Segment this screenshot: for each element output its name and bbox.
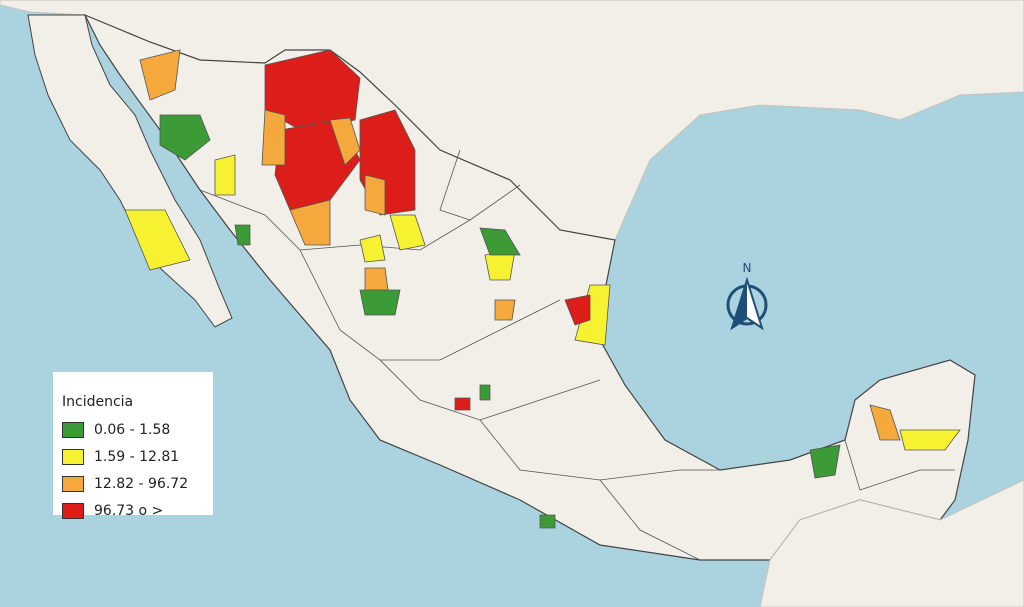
- municipality: [261, 109, 286, 166]
- municipality: [234, 224, 251, 246]
- municipality: [899, 429, 961, 451]
- municipality: [124, 209, 191, 271]
- municipality: [539, 514, 556, 529]
- municipality: [289, 199, 331, 246]
- legend-item: 1.59 - 12.81: [62, 443, 213, 470]
- municipality: [159, 114, 211, 161]
- state-line: [844, 439, 955, 491]
- central-america: [759, 479, 1024, 607]
- legend-item: 12.82 - 96.72: [62, 470, 213, 497]
- municipality: [479, 384, 491, 401]
- municipality: [869, 404, 901, 441]
- municipality: [364, 174, 386, 216]
- municipality: [494, 299, 516, 321]
- legend: Incidencia 0.06 - 1.58 1.59 - 12.81 12.82 …: [53, 372, 213, 519]
- legend-label: 0.06 - 1.58: [94, 421, 171, 438]
- legend-items: 0.06 - 1.58 1.59 - 12.81 12.82 - 96.72 96.7…: [62, 416, 213, 524]
- legend-label: 12.82 - 96.72: [94, 475, 189, 492]
- municipality: [809, 444, 841, 479]
- state-borders: [199, 149, 955, 561]
- legend-label: 1.59 - 12.81: [94, 448, 180, 465]
- state-line: [299, 249, 561, 361]
- state-line: [599, 479, 701, 561]
- legend-item: 0.06 - 1.58: [62, 416, 213, 443]
- municipality: [564, 294, 591, 326]
- legend-swatch: [62, 502, 84, 519]
- legend-item: 96.73 o >: [62, 497, 213, 524]
- municipality: [479, 227, 521, 256]
- municipality: [364, 267, 389, 291]
- legend-swatch: [62, 448, 84, 465]
- municipality: [359, 289, 401, 316]
- north-label: N: [743, 261, 752, 275]
- municipality: [359, 234, 386, 263]
- legend-label: 96.73 o >: [94, 502, 164, 519]
- municipality: [214, 154, 236, 196]
- municipality: [139, 49, 181, 101]
- legend-title: Incidencia: [62, 394, 134, 410]
- municipalities: [124, 49, 961, 529]
- legend-swatch: [62, 475, 84, 492]
- compass-arrow-shade: [732, 280, 747, 328]
- north-arrow: N: [726, 261, 768, 331]
- municipality: [329, 117, 361, 166]
- state-line: [439, 149, 471, 221]
- municipality: [389, 214, 426, 251]
- legend-swatch: [62, 421, 84, 438]
- municipality: [454, 397, 471, 411]
